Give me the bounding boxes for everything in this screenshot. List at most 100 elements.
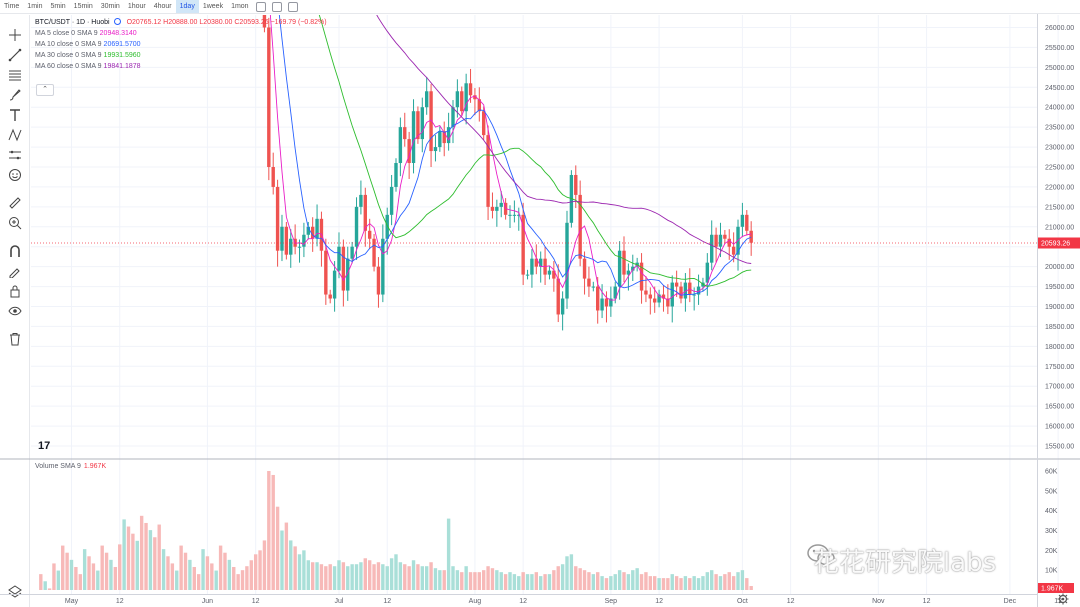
volume-bar bbox=[188, 559, 192, 590]
volume-bar bbox=[521, 572, 525, 590]
time-tick-label: 12 bbox=[655, 598, 663, 605]
volume-bar bbox=[284, 522, 289, 590]
volume-bar bbox=[267, 471, 271, 590]
time-tick-label: 12 bbox=[383, 598, 391, 605]
volume-bar bbox=[192, 566, 196, 590]
indicator-icon[interactable] bbox=[271, 1, 282, 12]
candle-body bbox=[363, 194, 367, 231]
horizontal-lines-icon[interactable] bbox=[7, 67, 23, 83]
symbol-title[interactable]: BTC/USDT · 1D · Huobi bbox=[35, 19, 110, 26]
price-tick-label: 23500.00 bbox=[1045, 125, 1074, 132]
volume-bar bbox=[710, 570, 714, 590]
symbol-row: BTC/USDT · 1D · Huobi O20765.12 H20888.00… bbox=[35, 17, 327, 28]
candle-body bbox=[578, 194, 582, 259]
candle-body bbox=[617, 250, 622, 287]
volume-bar bbox=[262, 540, 267, 590]
volume-bar bbox=[460, 572, 464, 590]
candle-body bbox=[341, 246, 346, 291]
candle-body bbox=[574, 174, 578, 195]
timeframe-1day[interactable]: 1day bbox=[175, 0, 199, 13]
lock-drawing-icon[interactable] bbox=[7, 263, 23, 279]
volume-bar bbox=[560, 564, 565, 590]
timeframe-15min[interactable]: 15min bbox=[73, 3, 93, 10]
candle-body bbox=[424, 91, 429, 108]
volume-legend-label[interactable]: Volume SMA 9 bbox=[35, 463, 81, 470]
candle-body bbox=[367, 230, 372, 239]
pattern-icon[interactable] bbox=[7, 127, 23, 143]
price-tick-label: 17000.00 bbox=[1045, 384, 1074, 391]
ma-legend-row[interactable]: MA 5 close 0 SMA 9 20948.3140 bbox=[35, 28, 327, 39]
volume-bar bbox=[705, 572, 710, 590]
volume-bar bbox=[639, 574, 644, 590]
candles bbox=[262, 15, 753, 331]
volume-bar bbox=[411, 560, 416, 590]
timeframe-1min[interactable]: 1min bbox=[27, 3, 43, 10]
volume-bar bbox=[367, 560, 372, 590]
candle-body bbox=[639, 262, 644, 291]
zoom-in-icon[interactable] bbox=[7, 215, 23, 231]
timeframe-4hour[interactable]: 4hour bbox=[153, 3, 172, 10]
volume-bar bbox=[61, 545, 65, 590]
volume-bar bbox=[438, 570, 442, 590]
ma-legend-row[interactable]: MA 30 close 0 SMA 9 19931.5960 bbox=[35, 50, 327, 61]
volume-bar bbox=[109, 559, 113, 590]
timeframe-30min[interactable]: 30min bbox=[100, 3, 120, 10]
volume-bar bbox=[47, 588, 52, 590]
candle-body bbox=[420, 107, 424, 140]
time-tick-label: 12 bbox=[252, 598, 260, 605]
volume-bar bbox=[547, 574, 552, 590]
timeframe-5min[interactable]: 5min bbox=[50, 3, 66, 10]
trendline-icon[interactable] bbox=[7, 47, 23, 63]
timeframe-1hour[interactable]: 1hour bbox=[127, 3, 146, 10]
collapse-legend-button[interactable]: ⌃ bbox=[36, 84, 54, 96]
candle-body bbox=[473, 95, 477, 100]
settings-gear-icon[interactable] bbox=[1057, 593, 1069, 605]
volume-bar bbox=[543, 574, 547, 590]
volume-bar bbox=[227, 559, 232, 590]
candle-body bbox=[538, 258, 543, 267]
volume-bar bbox=[65, 552, 69, 590]
volume-bar bbox=[389, 558, 394, 590]
text-icon[interactable] bbox=[7, 107, 23, 123]
candle-style-icon[interactable] bbox=[255, 1, 266, 12]
volume-bar bbox=[723, 574, 727, 590]
volume-bar bbox=[144, 522, 148, 590]
candle-body bbox=[696, 286, 701, 295]
candle-body bbox=[521, 214, 525, 275]
volume-bar bbox=[416, 564, 420, 590]
lock-icon[interactable] bbox=[7, 283, 23, 299]
volume-bar bbox=[490, 568, 495, 590]
volume-bar bbox=[644, 572, 648, 590]
price-tick-label: 22500.00 bbox=[1045, 165, 1074, 172]
last-volume-label: 1.967K bbox=[1041, 586, 1064, 593]
ruler-icon[interactable] bbox=[7, 195, 23, 211]
eye-icon[interactable] bbox=[7, 303, 23, 319]
volume-bar bbox=[420, 566, 424, 590]
volume-bar bbox=[240, 570, 245, 590]
trash-icon[interactable] bbox=[7, 331, 23, 347]
crosshair-icon[interactable] bbox=[7, 27, 23, 43]
volume-bar bbox=[613, 574, 617, 590]
candle-body bbox=[275, 186, 280, 251]
measure-tools-icon[interactable] bbox=[7, 147, 23, 163]
ma-legend-row[interactable]: MA 10 close 0 SMA 9 20691.5700 bbox=[35, 39, 327, 50]
magnet-icon[interactable] bbox=[7, 243, 23, 259]
volume-bar bbox=[587, 572, 591, 590]
timeframe-1week[interactable]: 1week bbox=[202, 3, 224, 10]
brush-icon[interactable] bbox=[7, 87, 23, 103]
volume-bar bbox=[249, 560, 253, 590]
volume-bar bbox=[253, 554, 258, 590]
price-tick-label: 23000.00 bbox=[1045, 145, 1074, 152]
candle-body bbox=[328, 294, 332, 299]
candle-body bbox=[302, 234, 306, 247]
volume-bar bbox=[302, 550, 306, 590]
volume-bar bbox=[148, 530, 153, 590]
ma-legend-row[interactable]: MA 60 close 0 SMA 9 19841.1878 bbox=[35, 61, 327, 72]
candle-body bbox=[455, 91, 460, 108]
timeframe-1mon[interactable]: 1mon bbox=[231, 3, 249, 10]
volume-bar bbox=[657, 578, 661, 590]
fullscreen-icon[interactable] bbox=[287, 1, 298, 12]
emoji-icon[interactable] bbox=[7, 167, 23, 183]
time-tick-label: May bbox=[65, 598, 79, 605]
